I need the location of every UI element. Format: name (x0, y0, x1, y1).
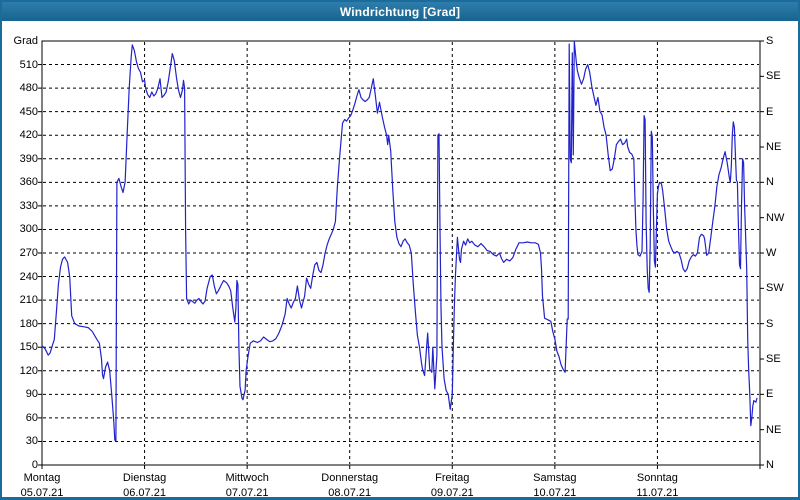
chart-canvas (38, 40, 764, 469)
compass-tick-label: NW (766, 211, 785, 224)
x-date-label: 07.07.21 (225, 487, 269, 499)
compass-tick-label: NE (766, 423, 782, 436)
window-title: Windrichtung [Grad] (339, 4, 461, 19)
y-tick-label: 60 (25, 411, 38, 424)
y-tick-label: 510 (19, 58, 38, 71)
x-date-label: 06.07.21 (123, 487, 166, 499)
y-tick-label: 30 (25, 435, 38, 448)
y-tick-label: 390 (19, 152, 38, 165)
y-tick-label: 120 (19, 364, 38, 377)
y-tick-label: 270 (19, 247, 38, 259)
x-date-label: 10.07.21 (533, 487, 577, 499)
x-date-label: 09.07.21 (430, 487, 474, 499)
compass-tick-label: E (766, 388, 774, 401)
y-tick-label: 300 (19, 223, 38, 236)
x-day-label: Mittwoch (225, 472, 269, 484)
x-date-label: 05.07.21 (20, 487, 64, 499)
compass-tick-label: N (766, 176, 774, 189)
compass-tick-label: SW (766, 282, 784, 295)
plot-border (41, 40, 761, 466)
compass-tick-label: N (766, 459, 774, 471)
x-day-label: Donnerstag (321, 472, 379, 484)
compass-tick-label: SE (766, 353, 781, 365)
compass-tick-label: NE (766, 141, 782, 153)
x-day-label: Samstag (533, 472, 577, 484)
y-tick-label: 240 (19, 270, 38, 283)
compass-tick-label: S (766, 35, 774, 47)
compass-tick-label: SE (766, 70, 781, 83)
x-date-label: 08.07.21 (328, 487, 372, 499)
y-tick-label: 480 (19, 82, 38, 95)
y-tick-label: 210 (19, 294, 38, 307)
x-day-label: Freitag (435, 472, 470, 484)
y-tick-label: 360 (19, 176, 38, 189)
y-tick-label: 450 (19, 105, 38, 118)
compass-tick-label: W (766, 247, 777, 259)
wind-direction-line (41, 40, 758, 442)
y-tick-label: 420 (19, 129, 38, 142)
y-tick-label: 150 (19, 341, 38, 354)
y-tick-label: 180 (19, 317, 38, 330)
x-date-label: 11.07.21 (636, 487, 679, 499)
compass-tick-label: E (766, 105, 774, 118)
y-tick-label: 330 (19, 199, 38, 212)
x-day-label: Sonntag (636, 472, 678, 484)
compass-tick-label: S (766, 317, 774, 330)
y-axis-unit-label: Grad (13, 35, 38, 47)
wind-direction-chart: Grad 0 30 60 90 120 150 180 210 240 270 300 330 360 39… (2, 21, 798, 497)
y-tick-label: 90 (25, 388, 38, 401)
window-title-bar: Windrichtung [Grad] (2, 2, 798, 21)
y-tick-label: 0 (31, 459, 38, 471)
x-day-label: Dienstag (122, 472, 167, 484)
x-day-label: Montag (23, 472, 61, 484)
